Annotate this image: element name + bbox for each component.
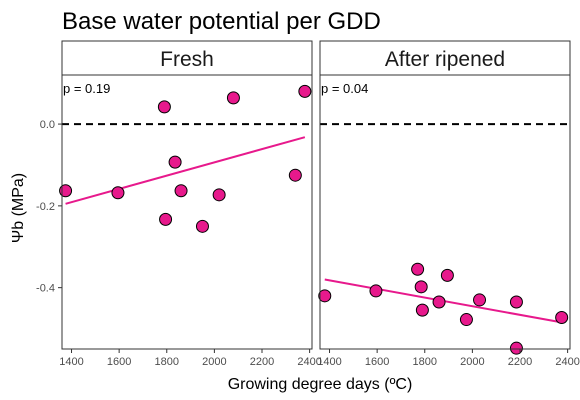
data-point bbox=[318, 289, 332, 303]
x-tick-label: 2000 bbox=[460, 356, 484, 368]
data-point bbox=[157, 100, 171, 114]
panel-border bbox=[319, 74, 571, 350]
x-tick-label: 2400 bbox=[297, 356, 321, 368]
data-point bbox=[59, 184, 73, 198]
x-axis-title: Growing degree days (ºC) bbox=[228, 376, 413, 393]
data-point bbox=[226, 91, 240, 105]
facet-strip bbox=[61, 40, 313, 76]
x-tick-label: 1400 bbox=[59, 356, 83, 368]
x-tick-label: 2400 bbox=[555, 356, 579, 368]
y-tick-label: -0.2 bbox=[36, 201, 55, 213]
data-point bbox=[414, 280, 428, 294]
data-point bbox=[174, 184, 188, 198]
y-axis-title: Ψb (MPa) bbox=[10, 173, 27, 243]
data-point bbox=[432, 295, 446, 309]
data-point bbox=[111, 186, 125, 200]
x-tick-label: 2000 bbox=[202, 356, 226, 368]
regression-line bbox=[65, 136, 306, 205]
data-point bbox=[212, 188, 226, 202]
data-point bbox=[473, 293, 487, 307]
data-point bbox=[288, 168, 302, 182]
data-point bbox=[555, 311, 569, 325]
x-tick-label: 2200 bbox=[508, 356, 532, 368]
data-point bbox=[159, 212, 173, 226]
facet-panel-2: After ripened p = 0.04 1400 1600 1800 2000 220… bbox=[317, 40, 580, 368]
plot-area bbox=[62, 75, 312, 349]
plot-area bbox=[320, 75, 570, 349]
y-tick-label: -0.4 bbox=[36, 283, 55, 295]
data-point bbox=[369, 284, 383, 298]
p-value-label: p = 0.04 bbox=[321, 81, 368, 96]
data-point bbox=[509, 341, 523, 355]
panel-border bbox=[61, 74, 313, 350]
y-axis: 0.0 -0.2 -0.4 bbox=[36, 119, 62, 295]
x-tick-label: 1600 bbox=[107, 356, 131, 368]
data-point bbox=[411, 262, 425, 276]
x-tick-label: 1600 bbox=[365, 356, 389, 368]
x-tick-label: 1800 bbox=[413, 356, 437, 368]
data-point bbox=[415, 303, 429, 317]
x-tick-label: 1800 bbox=[155, 356, 179, 368]
chart-title: Base water potential per GDD bbox=[62, 8, 381, 35]
data-point bbox=[459, 313, 473, 327]
facet-strip-label: After ripened bbox=[385, 48, 505, 71]
facet-strip-label: Fresh bbox=[160, 48, 214, 71]
y-tick-label: 0.0 bbox=[40, 119, 55, 131]
x-tick-label: 1400 bbox=[317, 356, 341, 368]
data-point bbox=[509, 295, 523, 309]
facet-strip bbox=[319, 40, 571, 76]
p-value-label: p = 0.19 bbox=[63, 81, 110, 96]
data-point bbox=[195, 219, 209, 233]
data-point bbox=[440, 268, 454, 282]
facet-panel-1: Fresh p = 0.19 1400 1600 1800 2000 2200 2400 bbox=[59, 40, 322, 368]
x-tick-label: 2200 bbox=[250, 356, 274, 368]
data-point bbox=[298, 84, 312, 98]
data-point bbox=[168, 155, 182, 169]
